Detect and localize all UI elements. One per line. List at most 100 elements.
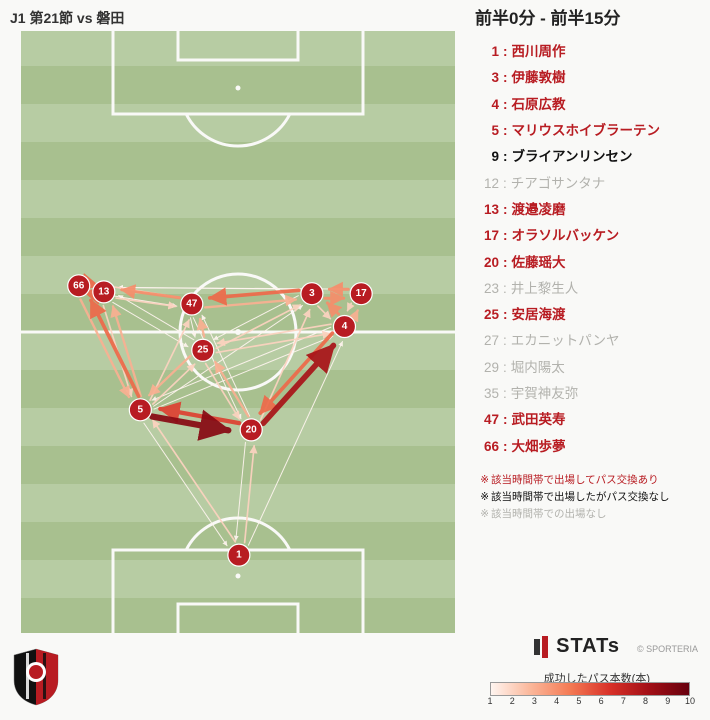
time-range: 前半0分 - 前半15分 <box>475 4 700 29</box>
stats-logo-bar <box>542 636 548 658</box>
player-row: 20:佐藤瑶大 <box>475 250 700 276</box>
stats-logo: STATs <box>534 635 620 658</box>
legend-notes: ※該当時間帯で出場してパス交換あり※該当時間帯で出場したがパス交換なし※該当時間… <box>475 472 700 522</box>
player-sep: : <box>503 39 508 65</box>
player-row: 35:宇賀神友弥 <box>475 381 700 407</box>
player-sep: : <box>503 276 507 302</box>
player-sep: : <box>503 223 508 249</box>
player-number: 9 <box>475 144 499 170</box>
player-row: 12:チアゴサンタナ <box>475 171 700 197</box>
player-number: 13 <box>475 197 499 223</box>
colorbar-tick: 6 <box>599 696 604 706</box>
colorbar-tick: 3 <box>532 696 537 706</box>
svg-text:20: 20 <box>246 424 258 435</box>
player-number: 17 <box>475 223 499 249</box>
player-sep: : <box>503 381 507 407</box>
player-number: 5 <box>475 118 499 144</box>
svg-text:3: 3 <box>309 288 315 299</box>
player-sep: : <box>503 250 508 276</box>
player-name: エカニットパンヤ <box>511 328 620 354</box>
player-number: 20 <box>475 250 499 276</box>
player-row: 4:石原広教 <box>475 92 700 118</box>
player-number: 27 <box>475 328 499 354</box>
player-name: マリウスホイブラーテン <box>512 118 661 144</box>
player-row: 27:エカニットパンヤ <box>475 328 700 354</box>
legend-note: ※該当時間帯で出場してパス交換あり <box>475 472 700 489</box>
svg-text:25: 25 <box>197 345 209 356</box>
player-row: 66:大畑歩夢 <box>475 434 700 460</box>
player-number: 35 <box>475 381 499 407</box>
player-name: 安居海渡 <box>512 302 566 328</box>
stats-logo-text: STATs <box>556 635 620 658</box>
player-sep: : <box>503 355 507 381</box>
team-crest <box>12 648 60 706</box>
player-sep: : <box>503 92 508 118</box>
colorbar-tick: 8 <box>643 696 648 706</box>
colorbar-tick: 9 <box>665 696 670 706</box>
player-sep: : <box>503 118 508 144</box>
colorbar-gradient <box>490 682 690 696</box>
player-sep: : <box>503 302 508 328</box>
player-name: オラソルバッケン <box>512 223 620 249</box>
player-name: 井上黎生人 <box>511 276 579 302</box>
colorbar: 12345678910 <box>490 682 690 710</box>
player-row: 3:伊藤敦樹 <box>475 65 700 91</box>
player-name: 宇賀神友弥 <box>511 381 579 407</box>
player-row: 17:オラソルバッケン <box>475 223 700 249</box>
player-sep: : <box>503 197 508 223</box>
match-title: J1 第21節 vs 磐田 <box>10 8 124 28</box>
player-name: 渡邉凌磨 <box>512 197 566 223</box>
svg-text:13: 13 <box>98 286 110 297</box>
player-number: 25 <box>475 302 499 328</box>
player-row: 13:渡邉凌磨 <box>475 197 700 223</box>
svg-text:5: 5 <box>138 404 144 415</box>
colorbar-tick: 5 <box>576 696 581 706</box>
legend-note: ※該当時間帯で出場したがパス交換なし <box>475 489 700 506</box>
pitch-svg: 1345131720254766 <box>18 28 458 636</box>
colorbar-tick: 10 <box>685 696 695 706</box>
svg-text:4: 4 <box>342 321 348 332</box>
player-name: 西川周作 <box>512 39 566 65</box>
player-name: 伊藤敦樹 <box>512 65 566 91</box>
player-number: 29 <box>475 355 499 381</box>
player-row: 23:井上黎生人 <box>475 276 700 302</box>
player-name: 武田英寿 <box>512 407 566 433</box>
player-sep: : <box>503 171 507 197</box>
player-name: 大畑歩夢 <box>512 434 566 460</box>
legend-note: ※該当時間帯での出場なし <box>475 506 700 523</box>
player-sep: : <box>503 328 507 354</box>
player-name: チアゴサンタナ <box>511 171 606 197</box>
stats-logo-bar <box>534 639 540 655</box>
svg-text:17: 17 <box>356 288 368 299</box>
colorbar-tick: 1 <box>487 696 492 706</box>
player-number: 66 <box>475 434 499 460</box>
player-row: 9:ブライアンリンセン <box>475 144 700 170</box>
player-number: 3 <box>475 65 499 91</box>
player-number: 47 <box>475 407 499 433</box>
player-name: 堀内陽太 <box>511 355 565 381</box>
player-list: 1:西川周作3:伊藤敦樹4:石原広教5:マリウスホイブラーテン9:ブライアンリン… <box>475 39 700 460</box>
pitch-area: 1345131720254766 <box>18 28 458 636</box>
colorbar-ticks: 12345678910 <box>490 696 690 710</box>
player-sep: : <box>503 434 508 460</box>
player-number: 1 <box>475 39 499 65</box>
player-row: 1:西川周作 <box>475 39 700 65</box>
player-row: 47:武田英寿 <box>475 407 700 433</box>
player-name: ブライアンリンセン <box>512 144 633 170</box>
svg-text:66: 66 <box>73 280 85 291</box>
player-name: 佐藤瑶大 <box>512 250 566 276</box>
player-number: 4 <box>475 92 499 118</box>
player-number: 23 <box>475 276 499 302</box>
colorbar-tick: 2 <box>510 696 515 706</box>
colorbar-tick: 4 <box>554 696 559 706</box>
player-sidebar: 前半0分 - 前半15分 1:西川周作3:伊藤敦樹4:石原広教5:マリウスホイブ… <box>475 4 700 522</box>
copyright-text: © SPORTERIA <box>637 644 698 654</box>
player-row: 5:マリウスホイブラーテン <box>475 118 700 144</box>
player-name: 石原広教 <box>512 92 566 118</box>
player-row: 25:安居海渡 <box>475 302 700 328</box>
svg-text:47: 47 <box>186 299 198 310</box>
player-sep: : <box>503 65 508 91</box>
player-sep: : <box>503 407 508 433</box>
player-number: 12 <box>475 171 499 197</box>
colorbar-tick: 7 <box>621 696 626 706</box>
